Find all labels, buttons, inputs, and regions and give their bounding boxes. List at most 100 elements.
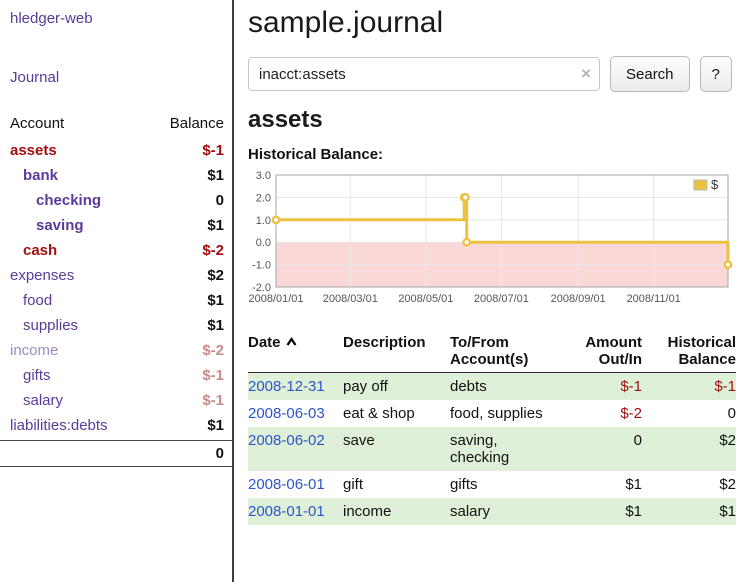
account-link[interactable]: bank (23, 167, 59, 184)
date-column-header[interactable]: Date (248, 332, 343, 373)
sort-ascending-icon (286, 337, 296, 346)
nav-journal-link[interactable]: Journal (10, 69, 60, 86)
register-amount-cell: 0 (633, 432, 642, 449)
register-description-cell: pay off (343, 378, 388, 395)
x-tick-label: 2008/01/01 (248, 293, 303, 305)
register-accounts-cell: salary (450, 498, 562, 525)
account-row: supplies $1 (0, 313, 232, 338)
register-balance-cell: $1 (719, 503, 736, 520)
accounts-column-header: To/From Account(s) (450, 334, 529, 368)
y-tick-label: 1.0 (256, 215, 271, 227)
register-balance-cell: $2 (719, 432, 736, 449)
account-balance: $-1 (202, 142, 224, 159)
register-amount-cell: $-1 (620, 378, 642, 395)
account-heading: assets (248, 106, 323, 133)
register-accounts-cell: debts (450, 373, 562, 401)
account-link[interactable]: supplies (23, 317, 79, 334)
y-tick-label: 3.0 (256, 170, 271, 182)
register-row: 2008-06-02 save saving, checking 0 $2 (248, 427, 736, 471)
register-table: Date Description To/From Account(s) Amou… (248, 332, 736, 525)
account-link[interactable]: liabilities:debts (10, 417, 108, 434)
amount-column-header: Amount Out/In (585, 334, 642, 368)
register-balance-cell: $2 (719, 476, 736, 493)
brand-link[interactable]: hledger-web (10, 10, 93, 27)
chart-data-point (271, 215, 281, 225)
account-balance: $1 (207, 217, 224, 234)
account-balance: $1 (207, 292, 224, 309)
account-tree-header: Account Balance (0, 112, 232, 138)
account-row: cash $-2 (0, 238, 232, 263)
x-tick-label: 2008/03/01 (323, 293, 378, 305)
accounts-text: gifts (450, 476, 478, 493)
register-date-cell: 2008-06-01 (248, 471, 343, 498)
account-row: assets $-1 (0, 138, 232, 163)
account-balance: $1 (207, 417, 224, 434)
chart-title: Historical Balance: (248, 146, 384, 163)
accounts-text: saving, checking (450, 432, 510, 466)
register-description-cell: income (343, 503, 392, 520)
accounts-text: food, supplies (450, 405, 543, 422)
date-link[interactable]: 2008-12-31 (248, 378, 325, 395)
register-balance-cell: $-1 (714, 378, 736, 395)
account-link[interactable]: income (10, 342, 59, 359)
account-row: salary $-1 (0, 388, 232, 413)
y-tick-label: -2.0 (252, 282, 271, 294)
register-description-cell: gift (343, 476, 364, 493)
account-row: expenses $2 (0, 263, 232, 288)
x-tick-label: 2008/05/01 (398, 293, 453, 305)
historical-balance-column-header: Historical Balance (667, 334, 736, 368)
search-input[interactable] (248, 57, 600, 91)
register-amount-cell: $1 (625, 476, 642, 493)
register-date-cell: 2008-01-01 (248, 498, 343, 525)
chart-border (275, 174, 729, 288)
date-link[interactable]: 2008-06-02 (248, 432, 325, 449)
account-row: saving $1 (0, 213, 232, 238)
y-tick-label: 2.0 (256, 192, 271, 204)
register-row: 2008-01-01 income salary $1 $1 (248, 498, 736, 525)
chart-data-point (461, 192, 470, 202)
account-link[interactable]: saving (36, 217, 84, 234)
account-link[interactable]: gifts (23, 367, 51, 384)
date-link[interactable]: 2008-06-01 (248, 476, 325, 493)
account-link[interactable]: food (23, 292, 53, 309)
main-content: sample.journal × Search ? assets Histori… (234, 0, 742, 582)
account-row: food $1 (0, 288, 232, 313)
total-balance: 0 (215, 445, 224, 462)
register-row: 2008-06-01 gift gifts $1 $2 (248, 471, 736, 498)
account-link[interactable]: cash (23, 242, 58, 259)
account-link[interactable]: salary (23, 392, 64, 409)
account-balance: $1 (207, 167, 224, 184)
date-link[interactable]: 2008-01-01 (248, 503, 325, 520)
clear-search-icon[interactable]: × (581, 64, 591, 83)
account-row: checking 0 (0, 188, 232, 213)
register-date-cell: 2008-06-02 (248, 427, 343, 471)
account-rows: assets $-1 bank $1 checking 0 saving $1 cash $-2 e… (0, 138, 232, 438)
y-tick-label: -1.0 (252, 260, 271, 272)
account-link[interactable]: checking (36, 192, 102, 209)
date-header-label: Date (248, 334, 281, 351)
register-accounts-cell: gifts (450, 471, 562, 498)
total-row: 0 (0, 440, 232, 467)
account-link[interactable]: assets (10, 142, 57, 159)
search-bar: × Search ? (248, 56, 738, 92)
date-link[interactable]: 2008-06-03 (248, 405, 325, 422)
register-description-cell: eat & shop (343, 405, 415, 422)
account-link[interactable]: expenses (10, 267, 75, 284)
account-row: liabilities:debts $1 (0, 413, 232, 438)
balance-column-header: Balance (169, 115, 224, 132)
account-balance: $-2 (202, 342, 224, 359)
register-body: 2008-12-31 pay off debts $-1 $-1 2008-06-03 ea… (248, 372, 736, 525)
help-button[interactable]: ? (699, 56, 732, 92)
account-row: income $-2 (0, 338, 232, 363)
x-tick-label: 2008/11/01 (627, 293, 681, 305)
register-description-cell: save (343, 432, 375, 449)
x-tick-label: 2008/07/01 (474, 293, 529, 305)
register-row: 2008-06-03 eat & shop food, supplies $-2 0 (248, 400, 736, 427)
account-balance: $2 (207, 267, 224, 284)
chart-data-point (723, 260, 733, 270)
account-row: gifts $-1 (0, 363, 232, 388)
search-button[interactable]: Search (610, 56, 690, 92)
account-balance: $-1 (202, 367, 224, 384)
account-balance: 0 (215, 192, 224, 209)
